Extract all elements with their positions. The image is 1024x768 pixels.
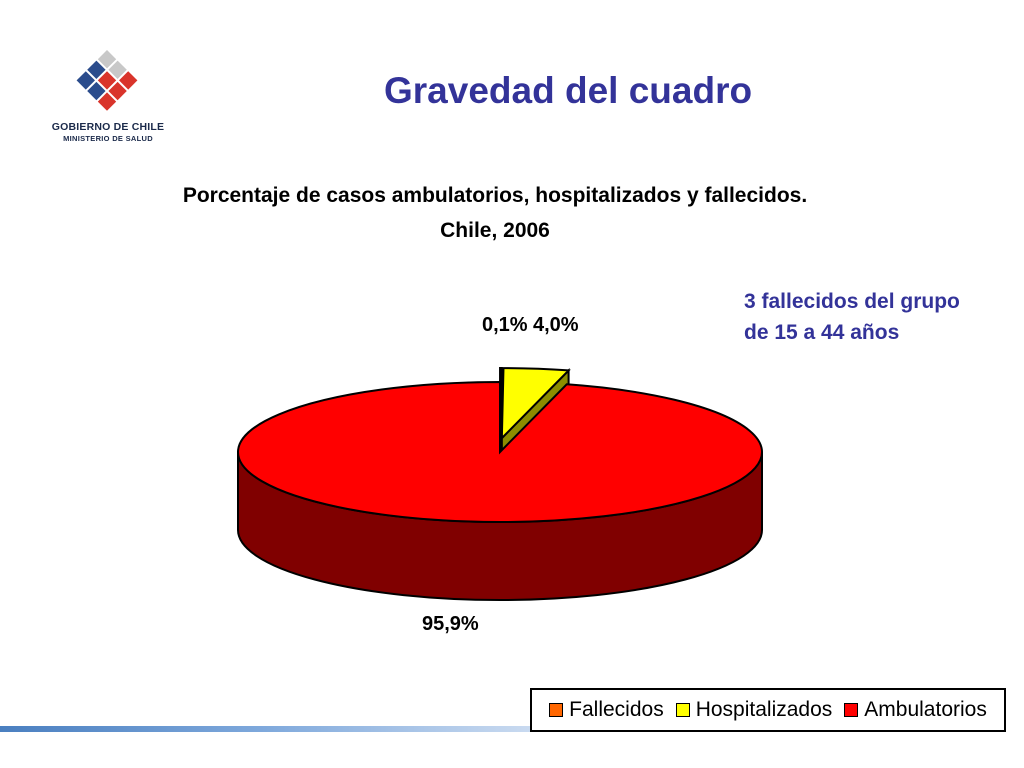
legend-item-hospitalizados: Hospitalizados xyxy=(675,698,833,722)
annotation-line2: de 15 a 44 años xyxy=(744,321,900,344)
logo-text-gobierno: GOBIERNO DE CHILE xyxy=(51,121,165,133)
chart-title-line1: Porcentaje de casos ambulatorios, hospit… xyxy=(182,184,808,207)
legend-label-fallecidos: Fallecidos xyxy=(569,698,664,721)
legend-swatch-hospitalizados xyxy=(675,703,690,717)
slide-title: Gravedad del cuadro xyxy=(384,70,753,111)
chart-title-line2: Chile, 2006 xyxy=(440,219,550,242)
data-label-hospitalizados: 4,0% xyxy=(533,314,579,336)
legend-item-ambulatorios: Ambulatorios xyxy=(844,698,987,722)
data-label-fallecidos: 0,1% xyxy=(482,314,528,336)
logo-text-ministerio: MINISTERIO DE SALUD xyxy=(63,134,153,143)
legend-label-hospitalizados: Hospitalizados xyxy=(695,698,833,721)
chart-legend: Fallecidos Hospitalizados Ambulatorios xyxy=(530,688,1006,732)
pie-slice-hospitalizados xyxy=(500,367,571,441)
legend-swatch-fallecidos xyxy=(549,703,564,717)
gobierno-de-chile-logo: GOBIERNO DE CHILE MINISTERIO DE SALUD xyxy=(48,48,168,148)
logo-emblem-icon xyxy=(76,50,138,111)
legend-item-fallecidos: Fallecidos xyxy=(549,698,664,722)
annotation-line1: 3 fallecidos del grupo xyxy=(744,290,960,313)
data-label-ambulatorios: 95,9% xyxy=(422,613,479,635)
footer-divider xyxy=(0,726,530,732)
chart-title: Porcentaje de casos ambulatorios, hospit… xyxy=(0,178,990,248)
annotation-note: 3 fallecidos del grupo de 15 a 44 años xyxy=(744,286,960,348)
legend-label-ambulatorios: Ambulatorios xyxy=(864,698,987,721)
legend-swatch-ambulatorios xyxy=(844,703,859,717)
pie-slice-ambulatorios xyxy=(237,380,763,523)
pie-tops xyxy=(237,366,763,523)
